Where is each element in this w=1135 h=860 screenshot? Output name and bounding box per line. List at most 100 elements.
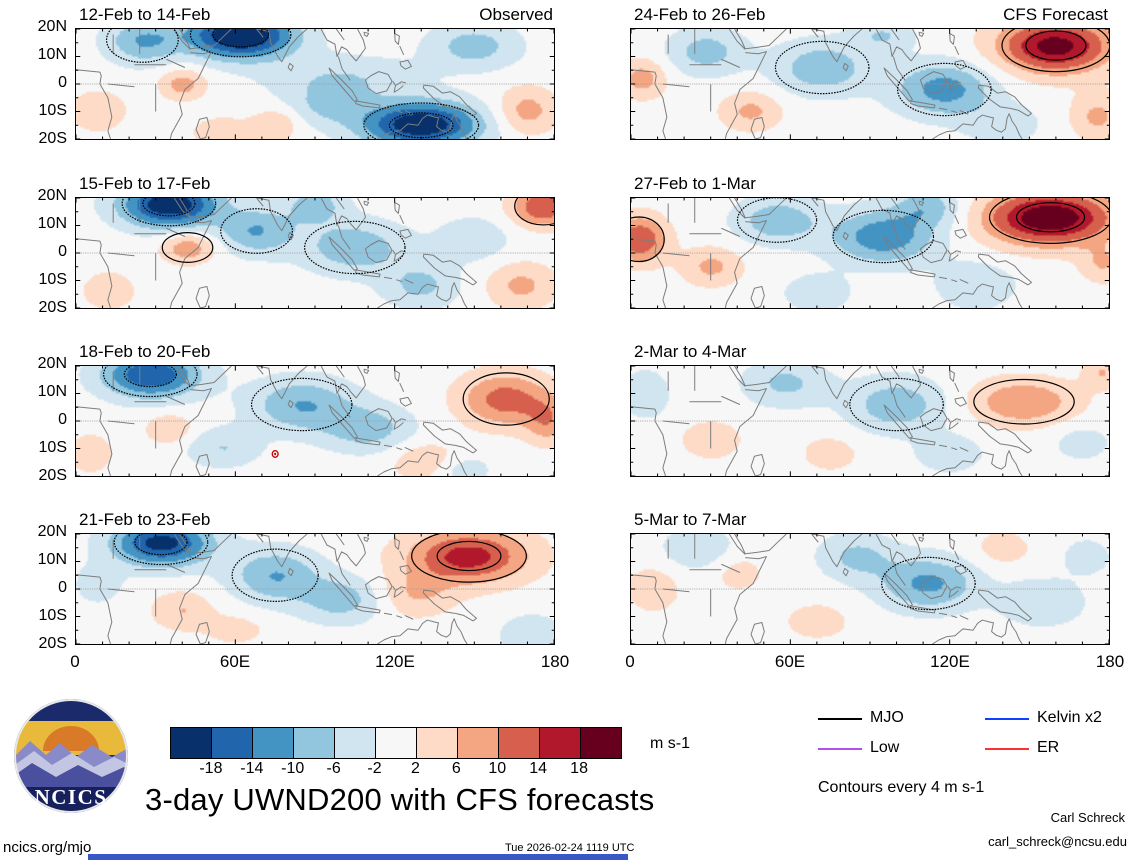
panel-title: 24-Feb to 26-Feb (634, 5, 766, 24)
x-axis-label: 0 (70, 652, 80, 671)
colorbar-tick-label: 14 (529, 760, 548, 777)
map-frame (630, 197, 1110, 309)
contour-lines (850, 378, 1074, 430)
y-axis-label: 20N (37, 355, 67, 372)
colorbar-cell (540, 728, 581, 758)
colorbar-cell (376, 728, 417, 758)
x-axis-label: 180 (540, 652, 570, 671)
panel-corner-label: Observed (479, 5, 553, 24)
y-axis-label: 10S (38, 271, 67, 288)
map-frame (75, 365, 555, 477)
coastline-path (76, 534, 476, 644)
x-axis-label: 60E (219, 652, 251, 671)
contour-lines (122, 198, 554, 274)
cyclone-marker-icon (272, 451, 278, 458)
y-axis-label: 10N (37, 46, 67, 63)
y-axis-label: 20N (37, 523, 67, 540)
colorbar-tick-label: 10 (488, 760, 507, 777)
map-frame (75, 28, 555, 140)
colorbar-tick-label: 2 (411, 760, 420, 777)
panel-title: 5-Mar to 7-Mar (634, 510, 747, 529)
contour-lines (882, 557, 975, 609)
y-axis-label: 20S (38, 467, 67, 484)
contour-lines (631, 198, 1109, 263)
y-axis-label: 0 (58, 411, 67, 428)
panel-title: 2-Mar to 4-Mar (634, 342, 747, 361)
map-panel: 27-Feb to 1-Mar (630, 173, 1110, 309)
panel-title: 12-Feb to 14-Feb (79, 5, 211, 24)
map-frame (630, 28, 1110, 140)
x-axis-label: 120E (375, 652, 415, 671)
y-axis-label: 10S (38, 439, 67, 456)
colorbar-tick-label: 18 (570, 760, 588, 777)
credit-name: Carl Schreck (1050, 810, 1125, 825)
y-axis-label: 20S (38, 130, 67, 147)
y-axis-label: 10S (38, 607, 67, 624)
y-axis-label: 10S (38, 102, 67, 119)
legend-label-mjo: MJO (870, 709, 904, 726)
map-overlay (631, 534, 1109, 644)
colorbar-cell (458, 728, 499, 758)
legend-label-low: Low (870, 739, 900, 756)
colorbar-cell (499, 728, 540, 758)
x-axis-label: 120E (930, 652, 970, 671)
panel-title: 27-Feb to 1-Mar (634, 174, 756, 193)
map-panel: 21-Feb to 23-Feb (75, 509, 555, 645)
colorbar-cell (253, 728, 294, 758)
y-axis-label: 20N (37, 187, 67, 204)
colorbar-cell (171, 728, 212, 758)
colorbar (170, 727, 622, 759)
panel-corner-label: CFS Forecast (1003, 5, 1108, 24)
colorbar-cell (581, 728, 621, 758)
logo-text: NCICS (35, 785, 108, 809)
legend-line-er (985, 748, 1029, 750)
coastline-path (76, 366, 476, 476)
y-axis-label: 10N (37, 551, 67, 568)
map-panel: 24-Feb to 26-Feb CFS Forecast (630, 4, 1110, 140)
colorbar-tick-label: -14 (240, 760, 264, 777)
colorbar-tick-label: 6 (451, 760, 461, 777)
coastline-path (631, 534, 1031, 644)
coastline-path (76, 29, 476, 139)
credit-email: carl_schreck@ncsu.edu (988, 834, 1127, 849)
axis-ticks (631, 366, 1109, 476)
y-axis-label: 20S (38, 635, 67, 652)
colorbar-cell (294, 728, 335, 758)
contours-note: Contours every 4 m s-1 (818, 779, 985, 796)
panel-title: 15-Feb to 17-Feb (79, 174, 211, 193)
y-axis-label: 0 (58, 243, 67, 260)
colorbar-tick-label: -18 (199, 760, 223, 777)
contour-lines (775, 29, 1109, 116)
colorbar-units: m s-1 (650, 735, 690, 752)
legend-label-kelvin-x2: Kelvin x2 (1037, 709, 1102, 726)
y-axis-label: 0 (58, 74, 67, 91)
footer-url: ncics.org/mjo (3, 839, 92, 856)
panel-title: 18-Feb to 20-Feb (79, 342, 211, 361)
map-overlay (76, 198, 554, 308)
colorbar-tick-label: -6 (326, 760, 341, 777)
footer-timestamp: Tue 2026-02-24 1119 UTC (505, 842, 635, 854)
legend-line-mjo (818, 718, 862, 720)
figure-title: 3-day UWND200 with CFS forecasts (145, 782, 655, 817)
bottom-bar (88, 854, 628, 860)
axis-ticks (76, 366, 554, 476)
ncics-logo-graphic: NCICS (14, 699, 128, 813)
map-overlay (76, 29, 554, 139)
x-axis-label: 60E (774, 652, 806, 671)
coastline-path (631, 29, 1031, 139)
y-axis-label: 0 (58, 579, 67, 596)
colorbar-cell (417, 728, 458, 758)
map-frame (630, 533, 1110, 645)
colorbar-cell (335, 728, 376, 758)
map-frame (75, 533, 555, 645)
map-frame (630, 365, 1110, 477)
panel-title: 21-Feb to 23-Feb (79, 510, 211, 529)
map-overlay (631, 29, 1109, 139)
axis-ticks (76, 534, 554, 644)
contour-lines (114, 534, 526, 601)
contour-lines (104, 366, 550, 431)
axis-ticks (631, 29, 1109, 139)
axis-ticks (76, 198, 554, 308)
y-axis-label: 20N (37, 18, 67, 35)
